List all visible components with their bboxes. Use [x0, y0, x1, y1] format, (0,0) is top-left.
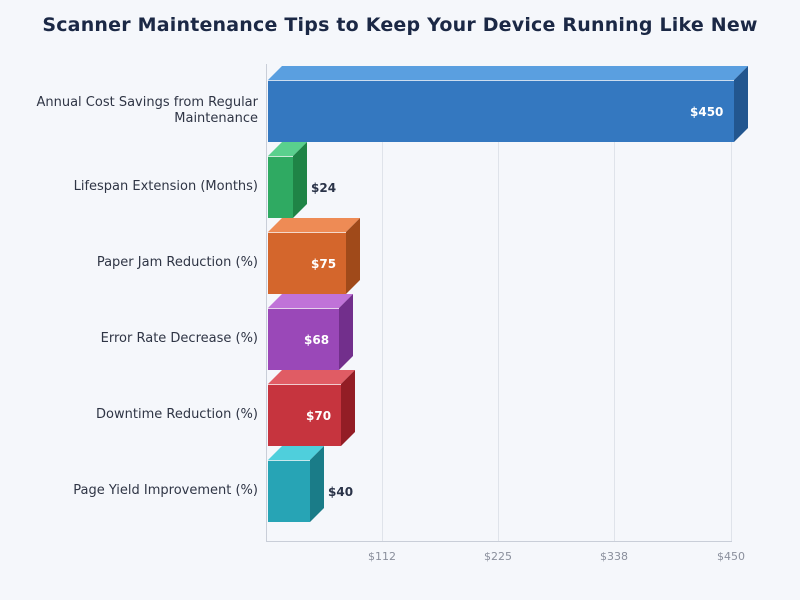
bar-top-face: [268, 66, 748, 80]
x-axis-line: [266, 541, 732, 542]
value-label: $70: [306, 409, 332, 423]
gridline: [498, 80, 499, 541]
category-label-line: Annual Cost Savings from Regular: [36, 95, 258, 110]
value-label: $40: [328, 485, 354, 499]
bar-front-face: [268, 156, 293, 218]
category-label: Downtime Reduction (%): [96, 407, 258, 422]
value-label: $75: [311, 257, 337, 271]
bar-side-face: [734, 66, 748, 142]
value-label: $24: [311, 181, 337, 195]
category-label: Page Yield Improvement (%): [73, 483, 258, 498]
bar-front-face: [268, 384, 341, 446]
bar-highlight: [268, 232, 346, 233]
category-label: Paper Jam Reduction (%): [96, 255, 258, 270]
bar-downtime-reduction[interactable]: [268, 370, 355, 446]
x-tick-label: $450: [717, 550, 745, 563]
category-label-line: Maintenance: [174, 111, 258, 126]
category-label: Annual Cost Savings from Regular Mainten…: [18, 95, 258, 127]
bar-highlight: [268, 460, 310, 461]
value-label: $450: [690, 105, 724, 119]
bar-highlight: [268, 156, 293, 157]
bar-highlight: [268, 384, 341, 385]
gridline: [614, 80, 615, 541]
bar-highlight: [268, 80, 734, 81]
gridline: [731, 80, 732, 541]
bar-page-yield-improvement[interactable]: [268, 446, 324, 522]
bar-top-face: [268, 370, 355, 384]
chart-title: Scanner Maintenance Tips to Keep Your De…: [42, 14, 758, 36]
bar-paper-jam-reduction[interactable]: [268, 218, 360, 294]
bar-lifespan-extension[interactable]: [268, 142, 307, 218]
bar-front-face: [268, 80, 734, 142]
bar-side-face: [341, 370, 355, 446]
bar-top-face: [268, 294, 353, 308]
bar-top-face: [268, 446, 324, 460]
gridline: [382, 80, 383, 541]
bar-side-face: [346, 218, 360, 294]
bar-top-face: [268, 218, 360, 232]
bar-side-face: [310, 446, 324, 522]
x-tick-label: $225: [484, 550, 512, 563]
bar-annual-cost-savings[interactable]: [268, 66, 748, 142]
bar-front-face: [268, 308, 339, 370]
bar-front-face: [268, 460, 310, 522]
category-label: Lifespan Extension (Months): [73, 179, 258, 194]
x-tick-label: $112: [368, 550, 396, 563]
bar-error-rate-decrease[interactable]: [268, 294, 353, 370]
bar-highlight: [268, 308, 339, 309]
bar-side-face: [339, 294, 353, 370]
y-axis-line: [266, 64, 267, 542]
x-tick-label: $338: [600, 550, 628, 563]
bar-front-face: [268, 232, 346, 294]
bar-side-face: [293, 142, 307, 218]
category-label: Error Rate Decrease (%): [100, 331, 258, 346]
value-label: $68: [304, 333, 330, 347]
